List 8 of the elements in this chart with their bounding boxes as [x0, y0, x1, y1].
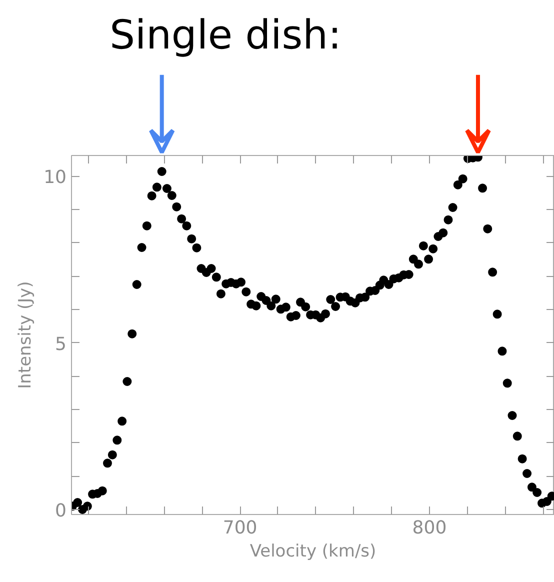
- y-tick-label: 5: [55, 334, 66, 355]
- y-tick-label: 0: [55, 500, 66, 522]
- x-tick-label: 800: [412, 518, 447, 538]
- x-tick-label: 700: [222, 518, 258, 538]
- y-tick-label: 10: [44, 167, 66, 188]
- x-axis-title: Velocity (km/s): [250, 542, 376, 562]
- y-axis-title: Intensity (Jy): [16, 281, 36, 389]
- chart-title: Single dish:: [110, 12, 342, 58]
